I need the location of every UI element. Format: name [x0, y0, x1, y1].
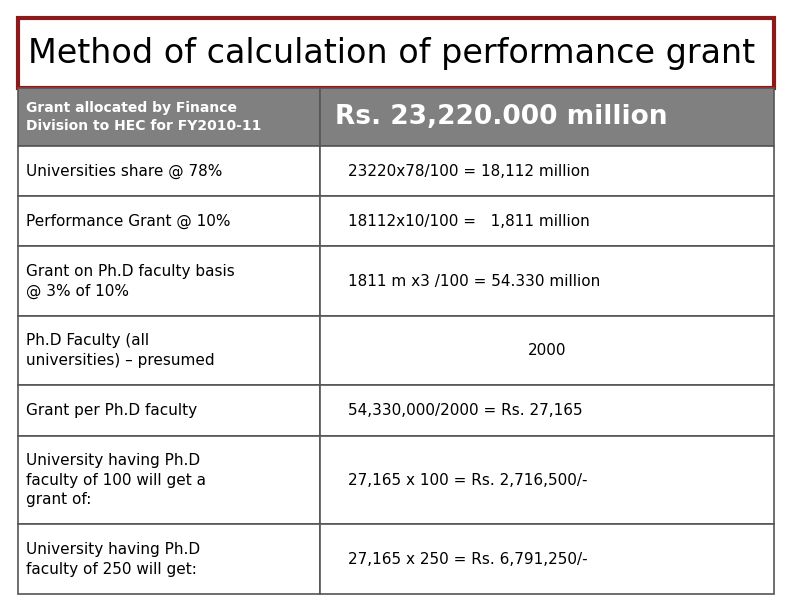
Text: Performance Grant @ 10%: Performance Grant @ 10%	[26, 214, 230, 229]
Text: Rs. 23,220.000 million: Rs. 23,220.000 million	[335, 104, 668, 130]
Text: 27,165 x 100 = Rs. 2,716,500/-: 27,165 x 100 = Rs. 2,716,500/-	[348, 472, 588, 488]
Text: Grant on Ph.D faculty basis
@ 3% of 10%: Grant on Ph.D faculty basis @ 3% of 10%	[26, 264, 234, 299]
Text: Ph.D Faculty (all
universities) – presumed: Ph.D Faculty (all universities) – presum…	[26, 334, 215, 368]
Text: Universities share @ 78%: Universities share @ 78%	[26, 163, 223, 179]
Bar	[321, 247, 774, 316]
Bar	[321, 316, 774, 386]
Bar	[18, 386, 321, 436]
Bar	[321, 386, 774, 436]
Bar	[18, 436, 321, 524]
Bar	[321, 88, 774, 146]
Bar	[321, 524, 774, 594]
Text: 54,330,000/2000 = Rs. 27,165: 54,330,000/2000 = Rs. 27,165	[348, 403, 583, 418]
Text: University having Ph.D
faculty of 100 will get a
grant of:: University having Ph.D faculty of 100 wi…	[26, 453, 206, 507]
Bar	[18, 196, 321, 247]
Bar	[18, 247, 321, 316]
Text: Method of calculation of performance grant: Method of calculation of performance gra…	[28, 37, 755, 70]
Bar	[18, 88, 321, 146]
Bar	[18, 146, 321, 196]
Text: 2000: 2000	[528, 343, 566, 358]
Text: Grant per Ph.D faculty: Grant per Ph.D faculty	[26, 403, 197, 418]
Bar	[18, 18, 774, 88]
Bar	[321, 436, 774, 524]
Bar	[18, 524, 321, 594]
Text: 23220x78/100 = 18,112 million: 23220x78/100 = 18,112 million	[348, 163, 590, 179]
Text: University having Ph.D
faculty of 250 will get:: University having Ph.D faculty of 250 wi…	[26, 542, 200, 577]
Text: 1811 m x3 /100 = 54.330 million: 1811 m x3 /100 = 54.330 million	[348, 274, 600, 289]
Bar	[321, 196, 774, 247]
Bar	[18, 316, 321, 386]
Text: 18112x10/100 =   1,811 million: 18112x10/100 = 1,811 million	[348, 214, 590, 229]
Text: Grant allocated by Finance
Division to HEC for FY2010-11: Grant allocated by Finance Division to H…	[26, 101, 261, 133]
Bar	[321, 146, 774, 196]
Text: 27,165 x 250 = Rs. 6,791,250/-: 27,165 x 250 = Rs. 6,791,250/-	[348, 552, 588, 567]
